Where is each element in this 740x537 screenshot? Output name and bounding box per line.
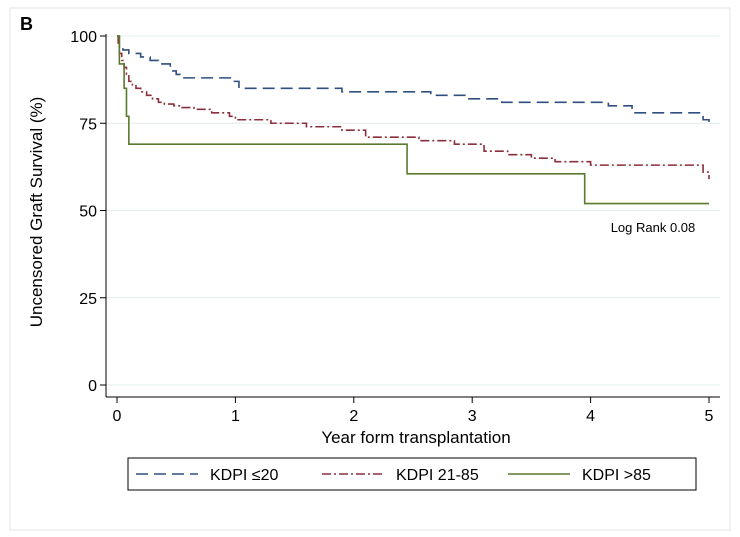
x-tick-label: 2 [349, 408, 358, 425]
y-tick-label: 100 [70, 29, 97, 46]
legend [127, 457, 697, 491]
legend-label-2: KDPI 21-85 [396, 467, 479, 484]
legend-entries: KDPI ≤20 KDPI 21-85 KDPI >85 [136, 467, 651, 484]
series-line-3 [117, 35, 709, 205]
log-rank-annotation: Log Rank 0.08 [611, 220, 696, 235]
legend-label-1: KDPI ≤20 [210, 467, 278, 484]
axis-ticks: 0 25 50 75 100 0 1 2 3 4 5 [70, 29, 713, 425]
x-tick-label: 0 [113, 408, 122, 425]
series-lines [117, 35, 710, 205]
panel-label: B [20, 14, 33, 34]
legend-label-3: KDPI >85 [582, 467, 651, 484]
x-tick-label: 4 [586, 408, 595, 425]
y-tick-label: 25 [79, 291, 97, 308]
x-axis-label: Year form transplantation [321, 428, 510, 447]
series-line-1 [117, 35, 710, 124]
y-tick-label: 75 [79, 116, 97, 133]
grid [106, 35, 720, 386]
figure-frame [9, 7, 731, 531]
y-tick-label: 0 [88, 378, 97, 395]
x-tick-label: 5 [705, 408, 714, 425]
x-tick-label: 3 [468, 408, 477, 425]
y-tick-label: 50 [79, 204, 97, 221]
y-axis-label: Uncensored Graft Survival (%) [27, 97, 46, 328]
x-tick-label: 1 [231, 408, 240, 425]
